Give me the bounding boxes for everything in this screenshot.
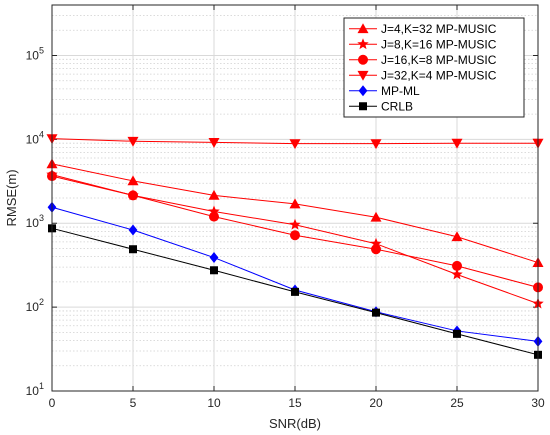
series-2 [47,171,543,293]
data-point [452,260,462,271]
legend-entry: J=16,K=8 MP-MUSIC [349,53,497,67]
y-tick-exponent: 5 [39,45,44,55]
plot-frame [51,4,539,392]
series-3 [46,134,544,150]
x-tick-label: 20 [369,396,383,410]
data-point [127,175,139,186]
legend-entry: J=8,K=16 MP-MUSIC [349,37,497,51]
series-layer [46,134,544,359]
y-tick-base: 10 [26,300,40,314]
x-tick-label: 30 [531,396,545,410]
data-point [289,139,301,150]
legend-label: J=4,K=32 MP-MUSIC [381,22,497,36]
legend-entry: MP-ML [349,84,420,98]
legend-entry: J=4,K=32 MP-MUSIC [349,22,497,36]
legend-marker [357,23,369,34]
data-point [208,205,220,217]
x-tick-label: 10 [207,396,221,410]
y-tick-label: 101 [26,381,44,398]
data-point [371,244,381,255]
legend-label: J=32,K=4 MP-MUSIC [381,68,497,82]
y-tick-base: 10 [26,132,40,146]
x-tick-label: 5 [130,396,137,410]
data-point [210,266,218,275]
data-point [290,230,300,241]
x-axis-label: SNR(dB) [269,416,321,431]
legend-marker [357,70,369,81]
legend-entry: CRLB [349,99,413,113]
data-point [209,252,219,264]
data-point [451,231,463,242]
y-tick-base: 10 [26,216,40,230]
x-tick-label: 0 [49,396,56,410]
data-point [451,268,463,280]
legend-box [343,17,525,118]
legend-label: CRLB [381,99,413,113]
data-point [129,245,137,254]
y-axis-label: RMSE(m) [4,169,19,226]
data-point [127,136,139,147]
y-tick-label: 103 [26,213,44,230]
y-tick-exponent: 4 [39,129,44,139]
data-point [370,139,382,150]
data-point [128,224,138,236]
y-tick-label: 104 [26,129,44,146]
y-tick-base: 10 [26,48,40,62]
data-point [372,308,380,317]
data-point [289,198,301,209]
y-tick-exponent: 1 [39,381,44,391]
y-tick-label: 102 [26,297,44,314]
data-point [451,138,463,149]
x-axis-ticks: 0 5 10 15 20 25 30 [49,5,545,410]
y-tick-exponent: 3 [39,213,44,223]
data-point [453,329,461,338]
y-tick-exponent: 2 [39,297,44,307]
data-point [370,237,382,249]
legend-marker [358,54,368,65]
data-point [208,138,220,148]
legend-label: MP-ML [381,84,420,98]
legend-marker [358,85,368,97]
legend-label: J=16,K=8 MP-MUSIC [381,53,497,67]
legend-marker [359,102,367,111]
legend-entry: J=32,K=4 MP-MUSIC [349,68,497,82]
x-tick-label: 25 [450,396,464,410]
legend-marker [357,38,369,50]
data-point [370,211,382,222]
series-0 [46,158,544,267]
data-point [209,211,219,222]
data-point [289,218,301,230]
data-point [208,189,220,200]
data-point [291,287,299,296]
legend-label: J=8,K=16 MP-MUSIC [381,37,497,51]
data-point [128,190,138,201]
y-tick-label: 105 [26,45,44,62]
y-tick-base: 10 [26,384,40,398]
x-tick-label: 15 [288,396,302,410]
